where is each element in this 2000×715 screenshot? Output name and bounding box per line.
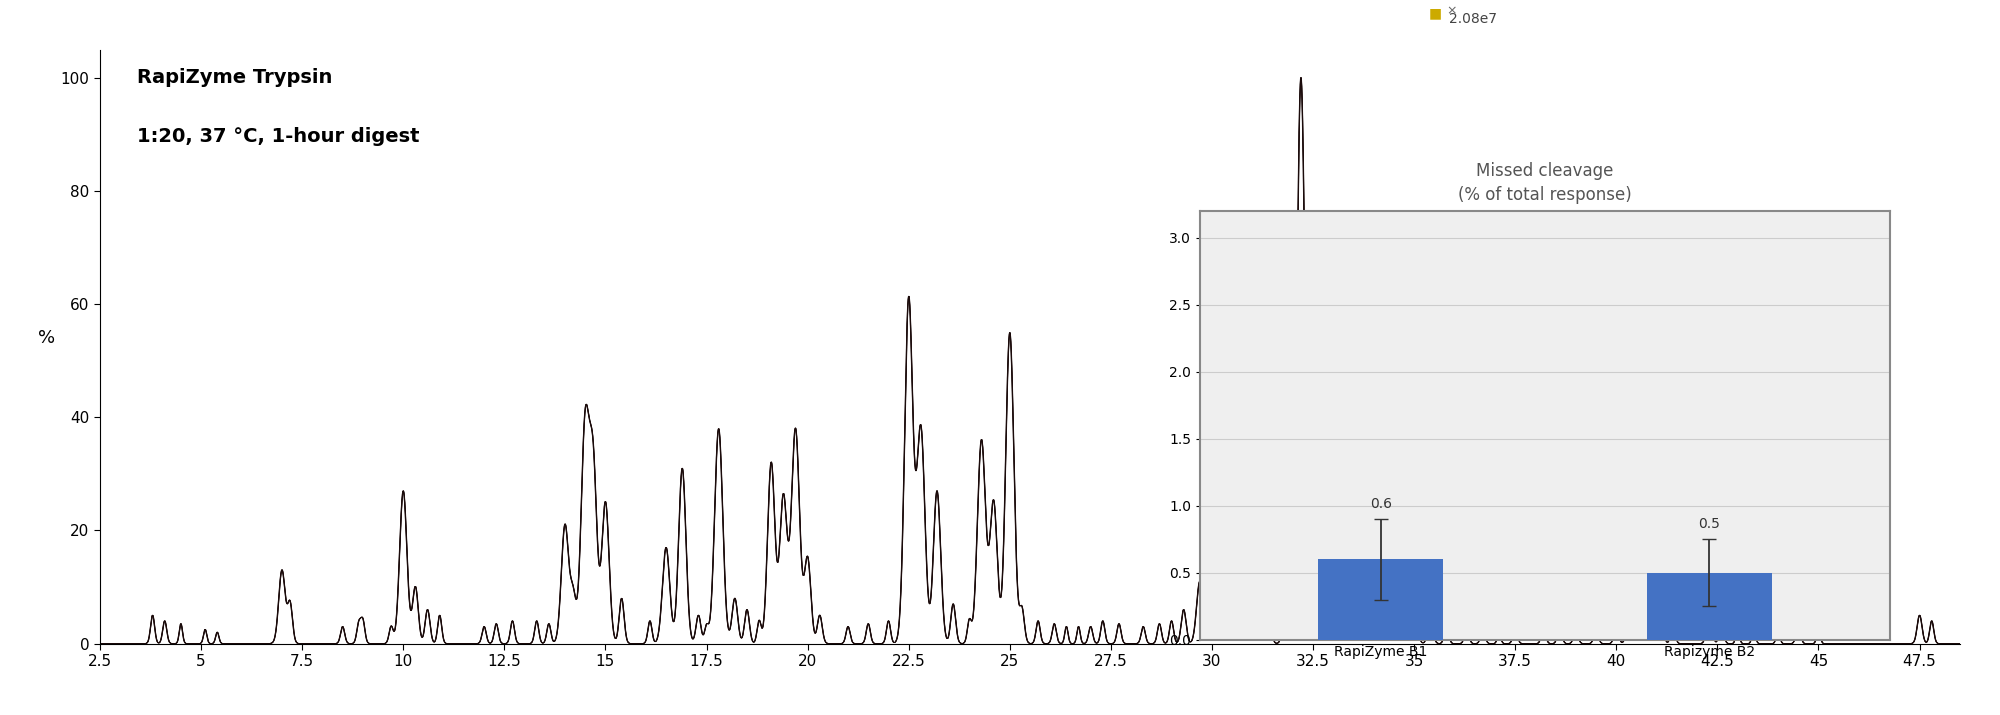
Y-axis label: %: % [38, 329, 56, 347]
Text: 1:20, 37 °C, 1-hour digest: 1:20, 37 °C, 1-hour digest [138, 127, 420, 146]
Text: 2.08e7: 2.08e7 [1448, 12, 1496, 26]
Bar [1646, 573, 1772, 640]
Text: 0.6: 0.6 [1370, 497, 1392, 511]
Text: ×: × [1446, 4, 1458, 17]
Title: Missed cleavage
(% of total response): Missed cleavage (% of total response) [1458, 162, 1632, 204]
Bar [1318, 559, 1444, 640]
Text: RapiZyme Trypsin: RapiZyme Trypsin [138, 68, 332, 87]
Text: 0.5: 0.5 [1698, 518, 1720, 531]
Text: ■: ■ [1428, 6, 1442, 21]
